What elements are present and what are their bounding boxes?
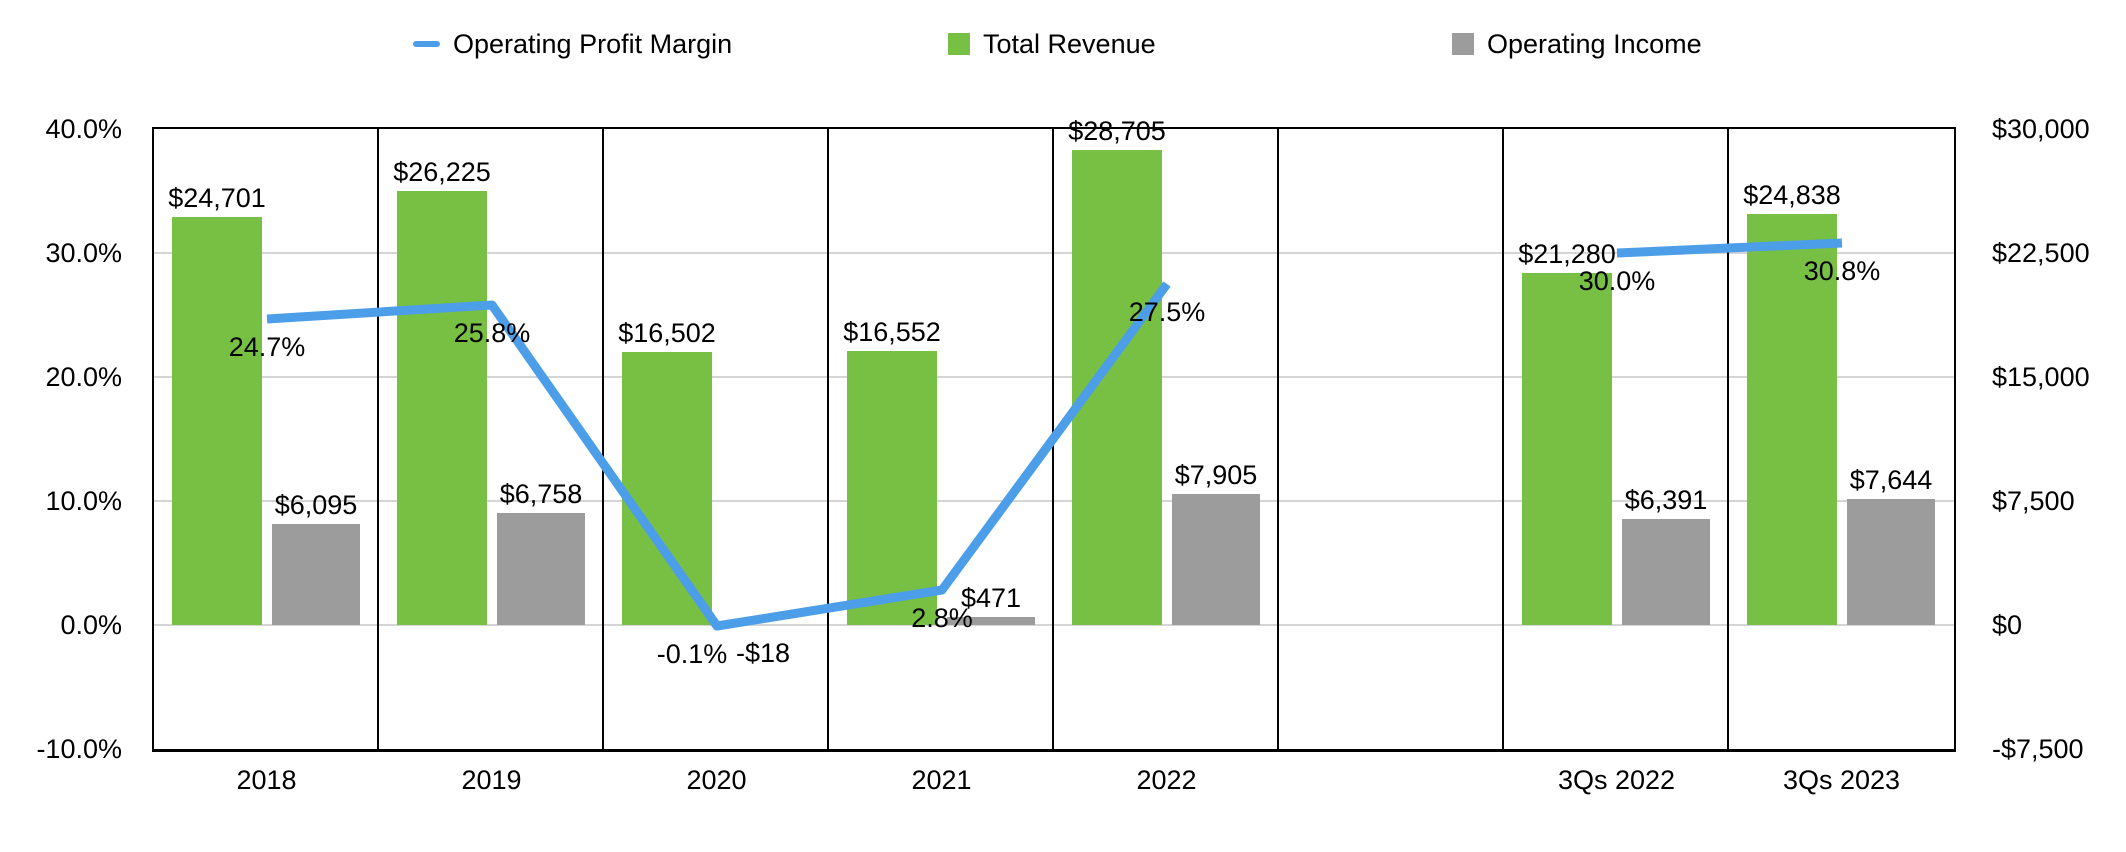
chart-panel <box>1054 129 1279 749</box>
margin-point-label: -0.1% <box>656 639 728 669</box>
square-swatch-icon <box>1452 33 1474 55</box>
right-axis-tick-label: $30,000 <box>1992 114 2090 144</box>
income-bar-label: $471 <box>960 583 1022 613</box>
legend-item-operating-income: Operating Income <box>1452 28 1702 60</box>
right-axis-tick-label: $7,500 <box>1992 486 2075 516</box>
revenue-bar <box>1747 214 1837 625</box>
chart-panel <box>1504 129 1729 749</box>
income-bar-label: $7,905 <box>1174 460 1258 490</box>
revenue-bar-label: $21,280 <box>1518 239 1616 269</box>
right-axis-tick-label: $0 <box>1992 610 2023 640</box>
revenue-bar <box>397 191 487 625</box>
margin-point-label: 25.8% <box>453 318 531 348</box>
margin-point-label: 27.5% <box>1128 297 1206 327</box>
income-bar-label: $6,095 <box>274 490 358 520</box>
left-axis-tick-label: 40.0% <box>45 114 122 144</box>
left-axis-tick-label: 30.0% <box>45 238 122 268</box>
x-axis-label: 2022 <box>1136 765 1197 795</box>
income-bar <box>1622 519 1710 625</box>
legend-label: Operating Profit Margin <box>453 29 733 59</box>
left-axis-tick-label: 20.0% <box>45 362 122 392</box>
revenue-bar-label: $24,838 <box>1743 180 1841 210</box>
square-swatch-icon <box>948 33 970 55</box>
margin-point-label: 2.8% <box>911 603 973 633</box>
right-axis-tick-label: $15,000 <box>1992 362 2090 392</box>
x-axis-label: 3Qs 2023 <box>1782 765 1901 795</box>
revenue-bar <box>622 352 712 625</box>
revenue-bar-label: $24,701 <box>168 183 266 213</box>
revenue-bar-label: $28,705 <box>1068 116 1166 146</box>
x-axis-label: 2019 <box>461 765 522 795</box>
revenue-bar <box>1522 273 1612 625</box>
margin-point-label: 24.7% <box>228 332 306 362</box>
plot-area: $24,701 $6,095 24.7% $26,225 $6,758 25.8% $16,… <box>152 116 1956 752</box>
x-axis-label: 3Qs 2022 <box>1557 765 1676 795</box>
income-bar <box>1172 494 1260 625</box>
revenue-bar-label: $16,502 <box>618 318 716 348</box>
revenue-bar <box>172 217 262 625</box>
chart-panel <box>1279 129 1504 749</box>
income-bar <box>497 513 585 625</box>
income-bar <box>1847 499 1935 625</box>
revenue-bar <box>1072 150 1162 625</box>
margin-point-label: 30.0% <box>1578 266 1656 296</box>
line-dash-icon <box>413 41 440 47</box>
x-axis-label: 2020 <box>686 765 747 795</box>
income-bar-label: -$18 <box>735 638 791 668</box>
left-axis-tick-label: 0.0% <box>60 610 122 640</box>
income-bar-label: $7,644 <box>1849 465 1933 495</box>
x-axis-label: 2018 <box>236 765 297 795</box>
revenue-bar-label: $26,225 <box>393 157 491 187</box>
right-axis-tick-label: $22,500 <box>1992 238 2090 268</box>
legend-item-operating-profit-margin: Operating Profit Margin <box>413 28 732 60</box>
income-bar-label: $6,758 <box>499 479 583 509</box>
margin-point-label: 30.8% <box>1803 256 1881 286</box>
income-bar <box>272 524 360 625</box>
gridline <box>154 252 1954 254</box>
right-axis-tick-label: -$7,500 <box>1992 734 2084 764</box>
left-axis-tick-label: -10.0% <box>36 734 122 764</box>
revenue-bar <box>847 351 937 625</box>
x-axis-label: 2021 <box>911 765 972 795</box>
left-axis-tick-label: 10.0% <box>45 486 122 516</box>
income-bar-label: $6,391 <box>1624 485 1708 515</box>
legend-item-total-revenue: Total Revenue <box>948 28 1156 60</box>
legend-label: Total Revenue <box>983 29 1156 59</box>
legend-label: Operating Income <box>1487 29 1702 59</box>
revenue-bar-label: $16,552 <box>843 317 941 347</box>
